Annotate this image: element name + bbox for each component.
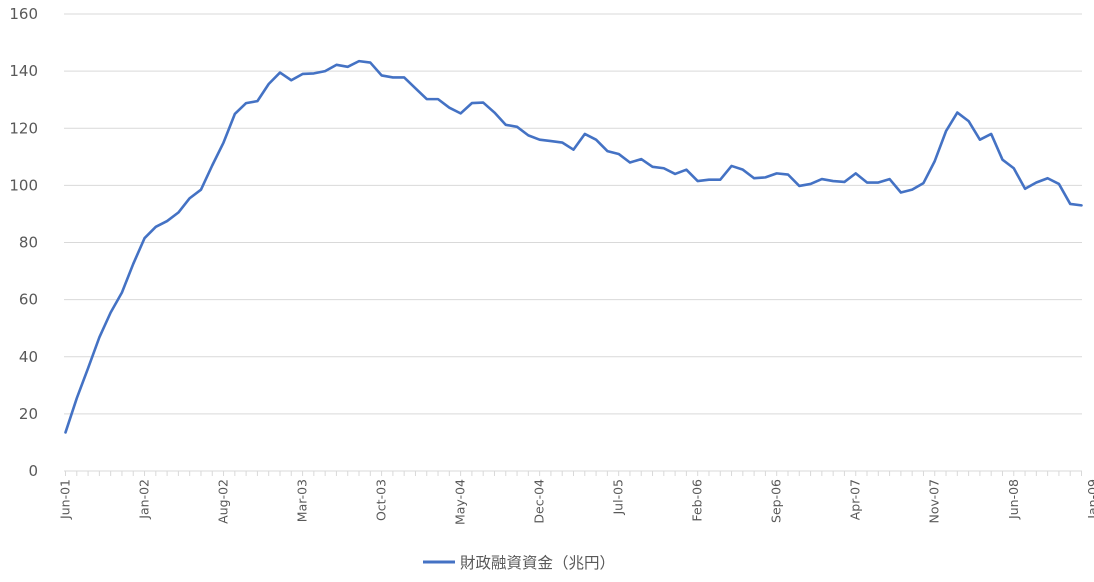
x-tick-label: Aug-02 (216, 479, 231, 524)
x-tick-label: Dec-04 (532, 479, 547, 524)
x-tick-label: Jan-02 (137, 479, 152, 520)
x-tick-label: Mar-03 (295, 479, 310, 522)
x-tick-label: Jul-05 (611, 479, 626, 516)
y-tick-label: 100 (9, 176, 38, 194)
x-tick-label: Nov-07 (927, 479, 942, 523)
y-tick-label: 80 (19, 234, 38, 252)
y-tick-label: 140 (9, 62, 38, 80)
x-tick-label: Sep-06 (769, 479, 784, 523)
y-tick-label: 60 (19, 291, 38, 309)
y-tick-label: 20 (19, 405, 38, 423)
x-tick-label: Apr-07 (848, 479, 863, 520)
x-tick-label: Feb-06 (690, 479, 705, 522)
series-line (64, 59, 1083, 434)
x-axis-ticks: Jun-01 Jan-02 Aug-02 Mar-03 Oct-03 May-04 Dec-… (58, 471, 1094, 525)
gridlines (64, 13, 1082, 415)
y-tick-label: 160 (9, 5, 38, 23)
x-tick-label: Oct-03 (374, 479, 389, 521)
y-tick-label: 40 (19, 348, 38, 366)
legend: 財政融資資金（兆円） (423, 554, 615, 572)
legend-entry-label: 財政融資資金（兆円） (460, 554, 615, 572)
x-tick-label: Jun-08 (1006, 479, 1021, 520)
series-group (64, 59, 1083, 434)
y-axis-tick-labels: 0 20 40 60 80 100 120 140 160 (9, 5, 38, 480)
y-tick-label: 120 (9, 119, 38, 137)
x-tick-label: Jun-01 (58, 479, 73, 520)
y-tick-label: 0 (28, 462, 38, 480)
x-tick-label: Jan-09 (1085, 479, 1094, 520)
x-tick-label: May-04 (453, 479, 468, 525)
